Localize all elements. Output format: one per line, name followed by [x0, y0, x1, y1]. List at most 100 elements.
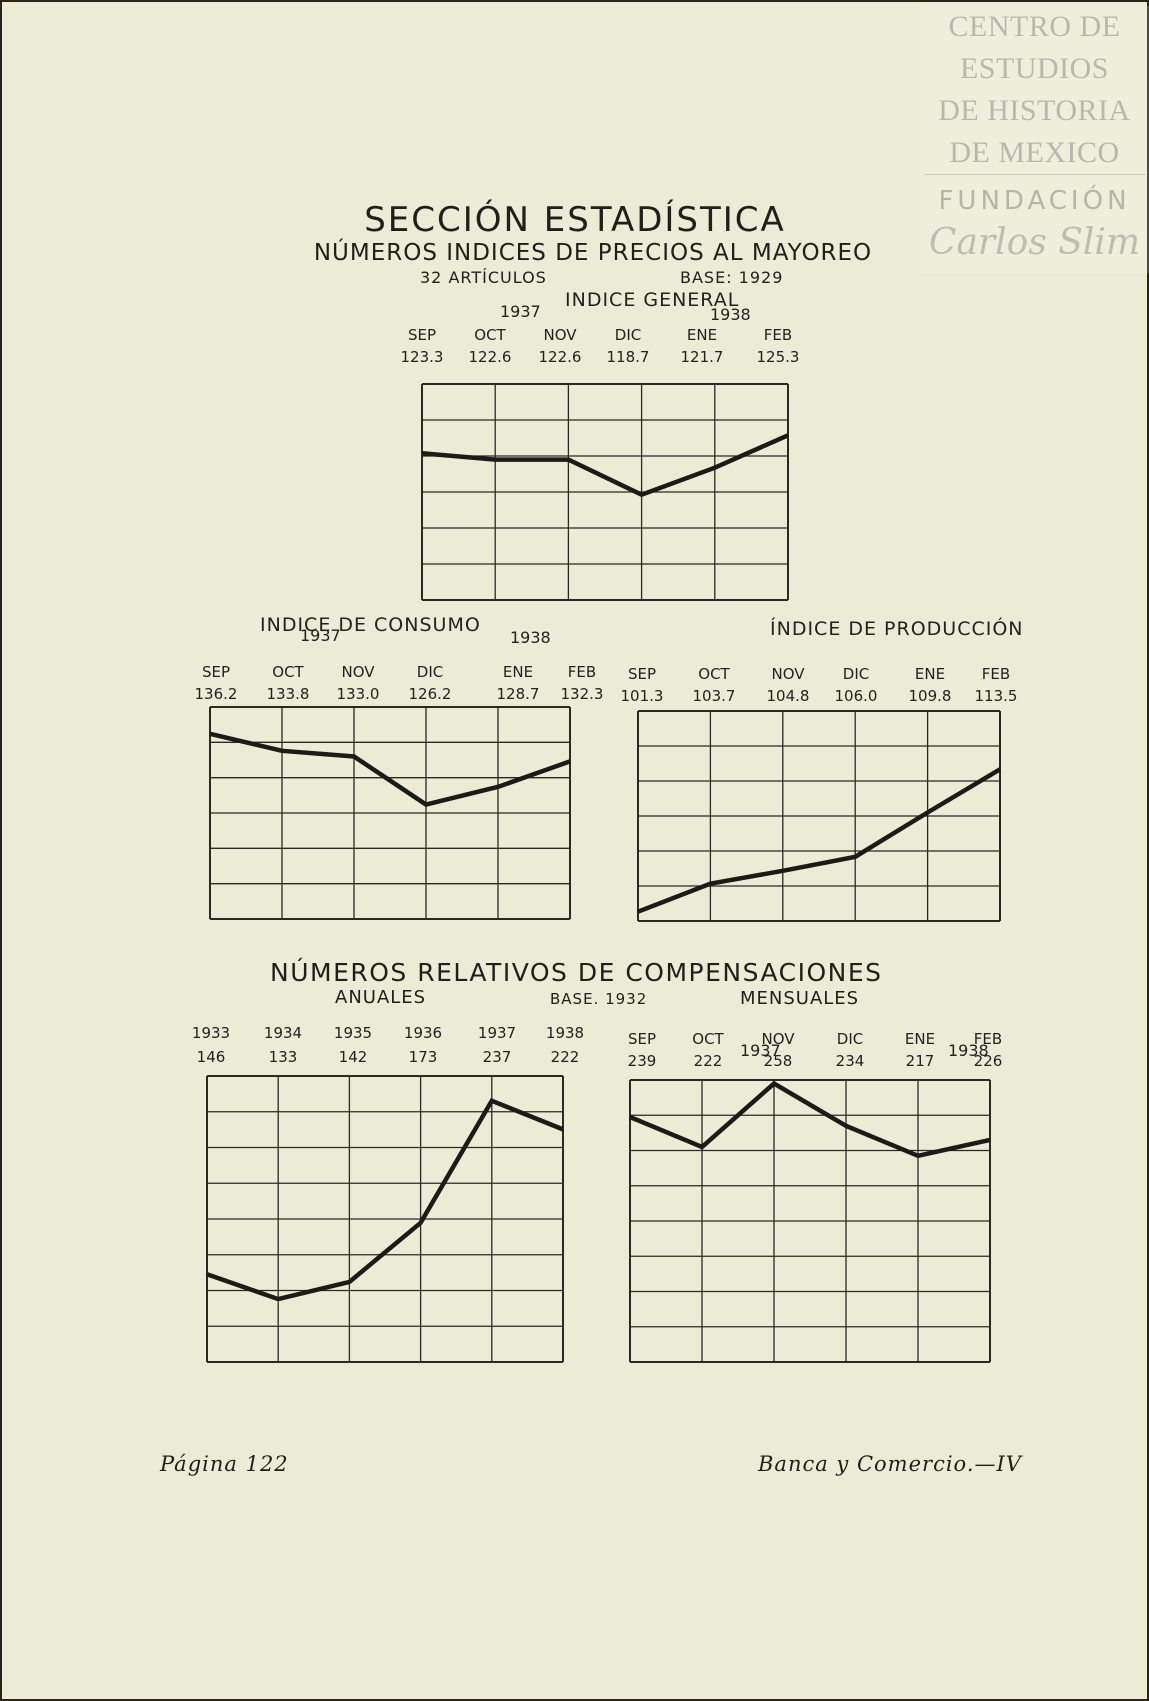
data-point	[637, 911, 639, 913]
data-point	[421, 452, 423, 454]
data-point	[497, 786, 499, 788]
category-tick-label: NOV	[543, 326, 577, 344]
category-tick-label: NOV	[341, 663, 375, 681]
year-label: 1937	[740, 1041, 781, 1060]
category-tick-label: OCT	[474, 326, 506, 344]
data-point	[277, 1298, 279, 1300]
data-point	[209, 733, 211, 735]
data-point	[787, 434, 789, 436]
category-tick-label: 1938	[546, 1024, 584, 1042]
chart-compensaciones-mensuales: 1937 1938 SEP 239 OCT 222 NOV 258 DIC 234 ENE 217 FE…	[628, 1030, 1002, 1363]
category-tick-label: 1935	[334, 1024, 372, 1042]
series-line	[637, 767, 1002, 914]
data-point	[420, 1222, 422, 1224]
publication-name: Banca y Comercio.—IV	[758, 1452, 1022, 1476]
value-label: 106.0	[835, 687, 878, 705]
category-tick-label: DIC	[417, 663, 443, 681]
watermark-signature: Carlos Slim	[928, 222, 1141, 263]
page-title: SECCIÓN ESTADÍSTICA	[364, 200, 786, 240]
category-tick-label: 1937	[478, 1024, 516, 1042]
category-tick-label: OCT	[698, 665, 730, 683]
value-label: 239	[628, 1052, 657, 1070]
watermark-fundacion: FUNDACIÓN	[938, 186, 1131, 216]
data-point	[709, 883, 711, 885]
chart-indice-general: INDICE GENERAL 1937 1938 SEP 123.3 OCT 122.6 NO…	[401, 289, 800, 601]
chart-indice-produccion: ÍNDICE DE PRODUCCIÓN SEP 101.3 OCT 103.7 NOV 1…	[621, 616, 1024, 922]
value-label: 118.7	[607, 348, 650, 366]
data-point	[641, 494, 643, 496]
data-point	[491, 1100, 493, 1102]
data-point	[701, 1146, 703, 1148]
value-label: 101.3	[621, 687, 664, 705]
watermark: CENTRO DE ESTUDIOS DE HISTORIA DE MEXICO…	[920, 6, 1149, 273]
chart-title: ÍNDICE DE PRODUCCIÓN	[770, 616, 1024, 640]
watermark-line: ESTUDIOS	[959, 52, 1109, 85]
value-label: 122.6	[539, 348, 582, 366]
year-label: 1937	[500, 302, 541, 321]
chart-compensaciones-anuales: 1933 146 1934 133 1935 142 1936 173 1937 237 1938 2…	[192, 1024, 584, 1363]
page-subtitle: NÚMEROS INDICES DE PRECIOS AL MAYOREO	[313, 240, 873, 266]
data-point	[917, 1155, 919, 1157]
articles-note: 32 ARTÍCULOS	[420, 268, 547, 287]
category-tick-label: DIC	[843, 665, 869, 683]
watermark-line: DE MEXICO	[949, 136, 1120, 169]
category-tick-label: DIC	[615, 326, 641, 344]
data-point	[714, 467, 716, 469]
category-tick-label: ENE	[905, 1030, 935, 1048]
category-tick-label: 1936	[404, 1024, 442, 1042]
chart-title: INDICE DE CONSUMO	[260, 614, 481, 636]
section2-anuales: ANUALES	[335, 987, 427, 1008]
chart-grid	[206, 1075, 564, 1363]
section2-mensuales: MENSUALES	[740, 988, 860, 1009]
data-point	[773, 1083, 775, 1085]
value-label: 222	[551, 1048, 580, 1066]
category-tick-label: SEP	[628, 1030, 656, 1048]
category-tick-label: DIC	[837, 1030, 863, 1048]
data-point	[353, 755, 355, 757]
value-label: 133	[269, 1048, 298, 1066]
data-point	[562, 1128, 564, 1130]
value-label: 123.3	[401, 348, 444, 366]
data-point	[348, 1281, 350, 1283]
category-tick-label: SEP	[202, 663, 230, 681]
data-point	[567, 459, 569, 461]
category-tick-label: FEB	[982, 665, 1010, 683]
value-label: 104.8	[767, 687, 810, 705]
category-tick-label: SEP	[628, 665, 656, 683]
chart-title: INDICE GENERAL	[565, 289, 739, 311]
data-point	[999, 768, 1001, 770]
data-point	[782, 870, 784, 872]
value-label: 237	[483, 1048, 512, 1066]
value-label: 133.0	[337, 685, 380, 703]
section2-base: BASE. 1932	[550, 990, 648, 1008]
data-point	[425, 804, 427, 806]
data-point	[989, 1139, 991, 1141]
category-tick-label: ENE	[503, 663, 533, 681]
data-point	[281, 750, 283, 752]
category-tick-label: 1934	[264, 1024, 302, 1042]
value-label: 234	[836, 1052, 865, 1070]
value-label: 109.8	[909, 687, 952, 705]
value-label: 133.8	[267, 685, 310, 703]
year-label: 1938	[510, 628, 551, 647]
watermark-line: CENTRO DE	[948, 10, 1121, 43]
watermark-divider	[924, 174, 1145, 175]
value-label: 222	[694, 1052, 723, 1070]
value-label: 125.3	[757, 348, 800, 366]
value-label: 258	[764, 1052, 793, 1070]
category-tick-label: FEB	[568, 663, 596, 681]
data-point	[206, 1273, 208, 1275]
value-label: 136.2	[195, 685, 238, 703]
chart-grid	[209, 706, 571, 920]
category-tick-label: OCT	[692, 1030, 724, 1048]
value-label: 122.6	[469, 348, 512, 366]
year-label: 1938	[710, 305, 751, 324]
year-label: 1937	[300, 626, 341, 645]
data-point	[927, 812, 929, 813]
page-paper	[8, 0, 1139, 1692]
data-point	[494, 459, 496, 461]
series-line	[209, 731, 571, 807]
data-point	[854, 856, 856, 858]
watermark-line: DE HISTORIA	[938, 94, 1131, 127]
chart-grid	[637, 710, 1001, 922]
